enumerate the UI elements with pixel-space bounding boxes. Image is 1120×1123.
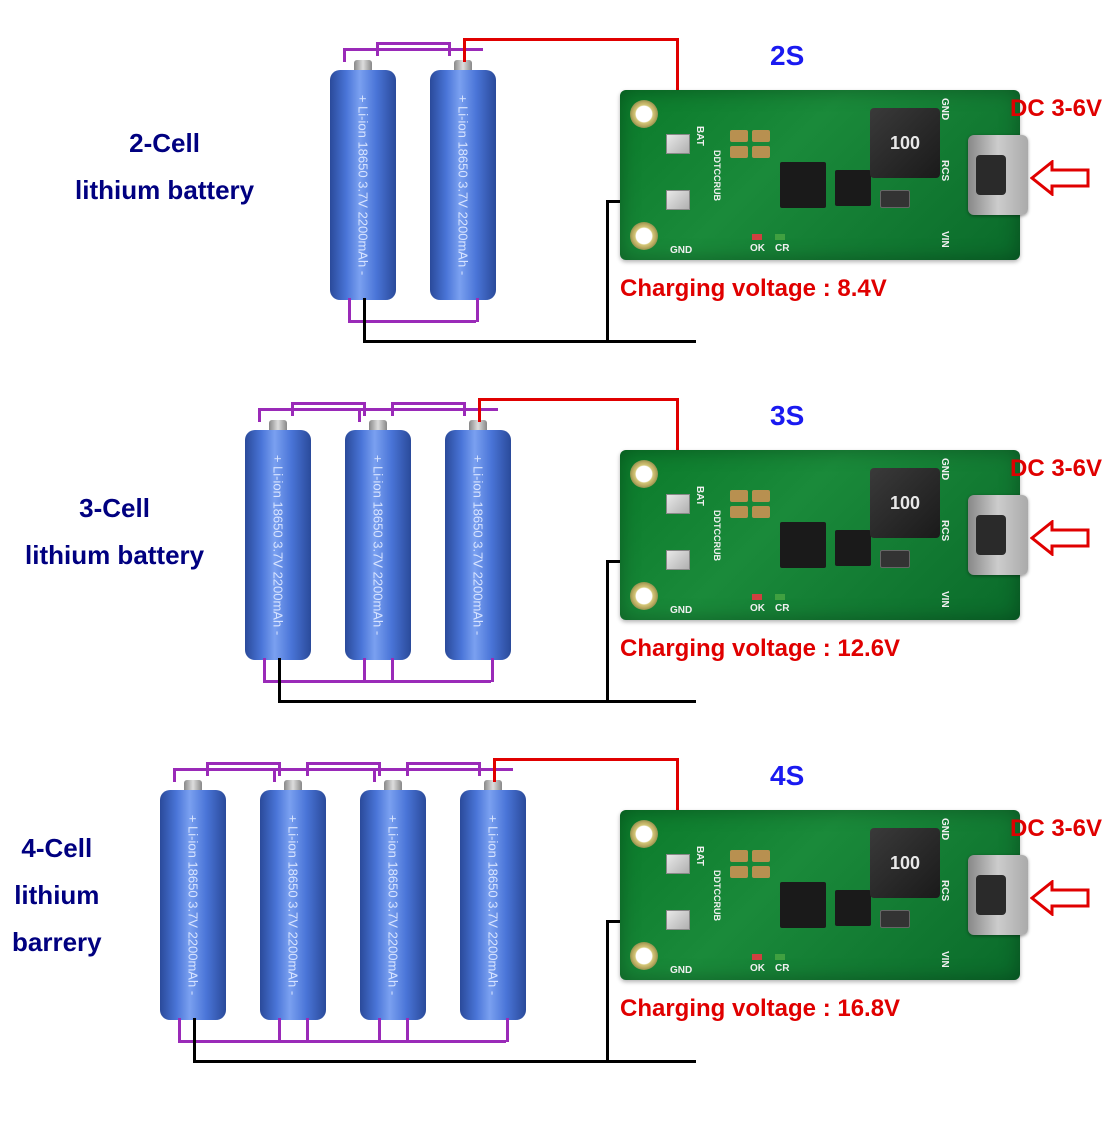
charging-voltage-label: Charging voltage : 8.4V: [620, 275, 887, 303]
wire-segment: [278, 658, 281, 700]
battery-cell: + Li-ion 18650 3.7V 2200mAh -: [430, 60, 496, 300]
wire-segment: [291, 402, 363, 405]
wire-segment: [491, 658, 494, 682]
wire-segment: [363, 680, 491, 683]
wire-segment: [348, 320, 476, 323]
charging-voltage-label: Charging voltage : 16.8V: [620, 995, 900, 1023]
wire-segment: [363, 340, 696, 343]
wire-segment: [378, 1040, 506, 1043]
config-label: 3-Celllithium battery: [25, 485, 204, 579]
config-3s: 3-Celllithium battery + Li-ion 18650 3.7V…: [0, 380, 1120, 750]
battery-cell: + Li-ion 18650 3.7V 2200mAh -: [245, 420, 311, 660]
wire-segment: [476, 298, 479, 322]
battery-cell: + Li-ion 18650 3.7V 2200mAh -: [330, 60, 396, 300]
wire-segment: [306, 1018, 309, 1042]
wire-segment: [463, 402, 466, 416]
battery-cell: + Li-ion 18650 3.7V 2200mAh -: [445, 420, 511, 660]
input-arrow-icon: [1030, 160, 1090, 196]
charger-pcb: BATGNDDDTCCRUBOKCRGNDRCSVIN100: [620, 90, 1020, 260]
battery-label: + Li-ion 18650 3.7V 2200mAh -: [386, 815, 401, 995]
wire-segment: [263, 658, 266, 682]
pcb-pad-bat: [666, 134, 690, 154]
battery-label: + Li-ion 18650 3.7V 2200mAh -: [286, 815, 301, 995]
wire-segment: [363, 658, 366, 682]
config-title: 2S: [770, 40, 804, 72]
wire-segment: [378, 1018, 381, 1042]
wire-segment: [358, 408, 498, 411]
pcb-pad-gnd: [666, 190, 690, 210]
wire-segment: [606, 200, 609, 340]
pcb-pad-gnd: [666, 550, 690, 570]
pcb-pad-bat: [666, 854, 690, 874]
battery-cell: + Li-ion 18650 3.7V 2200mAh -: [160, 780, 226, 1020]
wire-segment: [363, 298, 366, 340]
usb-c-port: [968, 495, 1028, 575]
inductor: 100: [870, 468, 940, 538]
wire-segment: [278, 1018, 281, 1042]
wire-segment: [463, 38, 466, 62]
wire-segment: [193, 1060, 696, 1063]
battery-cell: + Li-ion 18650 3.7V 2200mAh -: [345, 420, 411, 660]
config-2s: 2-Celllithium battery + Li-ion 18650 3.7V…: [0, 20, 1120, 390]
battery-cell: + Li-ion 18650 3.7V 2200mAh -: [360, 780, 426, 1020]
dc-input-label: DC 3-6V: [1010, 95, 1102, 123]
wire-segment: [448, 42, 451, 56]
config-4s: 4-Celllithiumbarrery + Li-ion 18650 3.7V …: [0, 740, 1120, 1110]
wire-segment: [406, 762, 478, 765]
battery-label: + Li-ion 18650 3.7V 2200mAh -: [356, 95, 371, 275]
battery-label: + Li-ion 18650 3.7V 2200mAh -: [271, 455, 286, 635]
wire-segment: [406, 1018, 409, 1042]
input-arrow-icon: [1030, 880, 1090, 916]
wire-segment: [378, 762, 381, 776]
battery-label: + Li-ion 18650 3.7V 2200mAh -: [486, 815, 501, 995]
wire-segment: [391, 658, 394, 682]
dc-input-label: DC 3-6V: [1010, 455, 1102, 483]
wire-segment: [306, 762, 378, 765]
wire-segment: [373, 768, 513, 771]
charger-pcb: BATGNDDDTCCRUBOKCRGNDRCSVIN100: [620, 810, 1020, 980]
battery-label: + Li-ion 18650 3.7V 2200mAh -: [456, 95, 471, 275]
dc-input-label: DC 3-6V: [1010, 815, 1102, 843]
config-title: 3S: [770, 400, 804, 432]
battery-cell: + Li-ion 18650 3.7V 2200mAh -: [260, 780, 326, 1020]
config-title: 4S: [770, 760, 804, 792]
battery-label: + Li-ion 18650 3.7V 2200mAh -: [371, 455, 386, 635]
wire-segment: [348, 298, 351, 322]
wire-segment: [391, 402, 463, 405]
wire-segment: [278, 700, 696, 703]
inductor: 100: [870, 828, 940, 898]
charging-voltage-label: Charging voltage : 12.6V: [620, 635, 900, 663]
wire-segment: [463, 38, 676, 41]
wire-segment: [478, 398, 676, 401]
wire-segment: [478, 762, 481, 776]
wire-segment: [376, 42, 448, 45]
wire-segment: [278, 762, 281, 776]
wire-segment: [506, 1018, 509, 1042]
wire-segment: [493, 758, 496, 782]
input-arrow-icon: [1030, 520, 1090, 556]
wire-segment: [478, 398, 481, 422]
usb-c-port: [968, 855, 1028, 935]
wire-segment: [178, 1018, 181, 1042]
charger-pcb: BATGNDDDTCCRUBOKCRGNDRCSVIN100: [620, 450, 1020, 620]
wire-segment: [363, 402, 366, 416]
wire-segment: [493, 758, 676, 761]
pcb-pad-gnd: [666, 910, 690, 930]
battery-cell: + Li-ion 18650 3.7V 2200mAh -: [460, 780, 526, 1020]
wire-segment: [206, 762, 278, 765]
wire-segment: [343, 48, 483, 51]
wire-segment: [193, 1018, 196, 1060]
pcb-pad-bat: [666, 494, 690, 514]
wire-segment: [606, 920, 609, 1060]
usb-c-port: [968, 135, 1028, 215]
battery-label: + Li-ion 18650 3.7V 2200mAh -: [186, 815, 201, 995]
wire-segment: [606, 560, 609, 700]
battery-label: + Li-ion 18650 3.7V 2200mAh -: [471, 455, 486, 635]
inductor: 100: [870, 108, 940, 178]
config-label: 2-Celllithium battery: [75, 120, 254, 214]
config-label: 4-Celllithiumbarrery: [12, 825, 102, 965]
